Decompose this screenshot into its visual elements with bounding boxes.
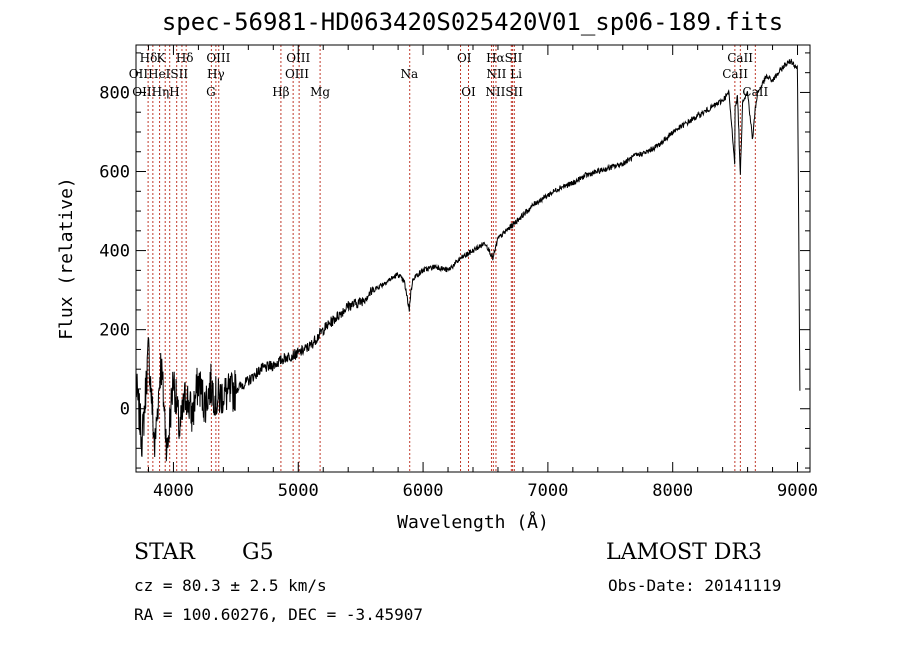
y-tick-label-1: 200 [99,321,130,341]
line-label-20: CaII [742,85,768,99]
line-markers [147,45,756,472]
chart-title: spec-56981-HD063420S025420V01_sp06-189.f… [161,8,784,36]
line-label-16: Hβ [272,85,289,99]
line-label-19: NIISII [485,85,523,99]
line-label-15: G [206,85,216,99]
x-tick-label-2: 6000 [403,481,444,501]
x-tick-label-0: 4000 [153,481,194,501]
line-label-3: OIII [206,51,230,65]
axes: 4000 5000 6000 7000 8000 9000 0 200 400 600 800 Wav… [56,44,818,533]
line-label-10: OIII [285,67,309,81]
survey-name: LAMOST DR3 [606,540,762,565]
x-tick-label-5: 9000 [777,481,818,501]
x-tick-label-4: 8000 [652,481,693,501]
line-label-9: Hγ [207,67,225,81]
line-label-14: OIIHηH [132,85,179,99]
line-label-7: CaII [727,51,753,65]
line-label-11: Na [401,67,419,81]
line-label-13: CaII [722,67,748,81]
obs-date: Obs-Date: 20141119 [608,576,782,595]
x-tick-label-3: 7000 [527,481,568,501]
line-label-0: Hδ [140,51,158,65]
line-label-18: OI [461,85,476,99]
y-axis-label: Flux (relative) [56,177,77,340]
line-label-1: K [156,51,166,65]
line-label-17: Mg [310,85,330,99]
y-tick-label-3: 600 [99,163,130,183]
line-label-5: OI [457,51,472,65]
line-label-4: OIII [286,51,310,65]
spectrum-layer [135,58,801,462]
redshift-cz: cz = 80.3 ± 2.5 km/s [134,576,327,595]
y-tick-label-4: 800 [99,83,130,103]
subclass: G5 [242,540,274,565]
y-tick-label-2: 400 [99,242,130,262]
plot-frame [135,44,811,473]
line-label-8: OIIHeISII [129,67,189,81]
line-label-6: HαSII [486,51,523,65]
line-label-2: Hδ [176,51,194,65]
y-tick-label-0: 0 [120,400,130,420]
object-type: STAR [134,540,195,565]
line-label-12: NII Li [486,67,522,81]
x-tick-label-1: 5000 [278,481,319,501]
x-axis-label: Wavelength (Å) [397,511,549,533]
coordinates: RA = 100.60276, DEC = -3.45907 [134,605,423,624]
spectrum-line [135,58,801,462]
